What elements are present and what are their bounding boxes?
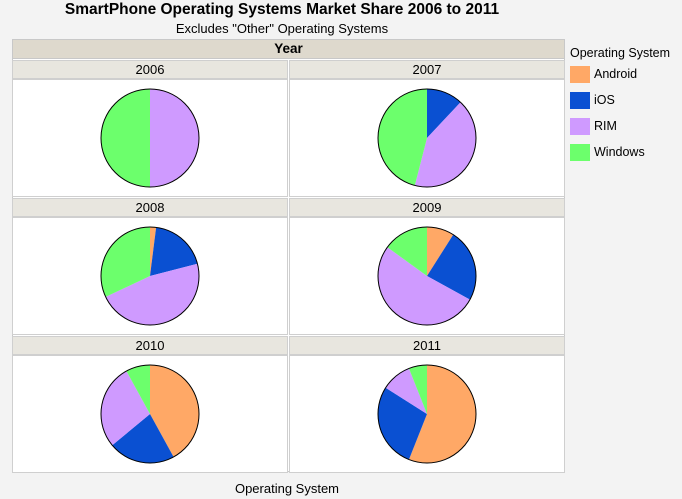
chart-subtitle: Excludes "Other" Operating Systems [175, 21, 389, 36]
facet-header: Year [12, 39, 565, 59]
pie-outline-2010 [100, 364, 200, 464]
pie-slice-2010-windows [126, 365, 150, 414]
pie-slice-2011-android [408, 365, 476, 463]
pie-slice-2008-ios [150, 227, 198, 276]
panel-label-2009: 2009 [289, 198, 565, 217]
pie-slice-2009-android [427, 227, 454, 276]
pie-chart-2009 [377, 226, 477, 326]
pie-slice-2011-ios [377, 387, 427, 460]
panel-label-2007: 2007 [289, 60, 565, 79]
legend-label-android: Android [594, 67, 638, 81]
panel-2010 [12, 355, 288, 473]
legend-item-ios: iOS [570, 92, 682, 114]
pie-slice-2011-windows [408, 365, 427, 414]
legend-label-ios: iOS [594, 93, 615, 107]
panel-2009 [289, 217, 565, 335]
chart-title: SmartPhone Operating Systems Market Shar… [64, 1, 500, 18]
pie-chart-2006 [100, 88, 200, 188]
panel-2007 [289, 79, 565, 197]
pie-chart-2011 [377, 364, 477, 464]
panel-label-2010: 2010 [12, 336, 288, 355]
pie-slice-2007-rim [414, 102, 476, 187]
panel-2008 [12, 217, 288, 335]
pie-slice-2010-android [150, 365, 200, 457]
legend-label-windows: Windows [594, 145, 645, 159]
pie-slice-2009-ios [427, 234, 477, 300]
pie-slice-2006-rim [150, 89, 199, 187]
panel-2006 [12, 79, 288, 197]
panel-label-2006: 2006 [12, 60, 288, 79]
pie-slice-2010-ios [112, 414, 174, 464]
pie-chart-2007 [377, 88, 477, 188]
pie-slice-2006-windows [101, 89, 150, 187]
pie-chart-2008 [100, 226, 200, 326]
panel-label-2011: 2011 [289, 336, 565, 355]
panel-2011 [289, 355, 565, 473]
legend-swatch-ios [570, 92, 590, 109]
x-axis-label: Operating System [234, 481, 340, 496]
pie-slice-2009-windows [387, 227, 427, 276]
panel-label-2008: 2008 [12, 198, 288, 217]
pie-slice-2007-windows [377, 89, 427, 186]
legend-swatch-windows [570, 144, 590, 161]
legend-item-android: Android [570, 66, 682, 88]
legend-swatch-rim [570, 118, 590, 135]
pie-slice-2009-rim [378, 247, 470, 325]
legend-label-rim: RIM [594, 119, 617, 133]
pie-outline-2007 [377, 88, 477, 188]
pie-outline-2008 [100, 226, 200, 326]
pie-slice-2008-android [150, 227, 157, 276]
pie-outline-2006 [100, 88, 200, 188]
legend-item-rim: RIM [570, 118, 682, 140]
pie-slice-2008-rim [105, 263, 200, 326]
pie-slice-2011-rim [385, 368, 427, 414]
legend-swatch-android [570, 66, 590, 83]
pie-slice-2007-ios [427, 89, 461, 138]
legend-title: Operating System [570, 46, 671, 60]
pie-chart-2010 [100, 364, 200, 464]
pie-slice-2010-rim [100, 371, 150, 446]
pie-slice-2008-windows [100, 227, 150, 297]
legend-item-windows: Windows [570, 144, 682, 166]
pie-outline-2009 [377, 226, 477, 326]
pie-outline-2011 [377, 364, 477, 464]
legend: Operating System Android iOS RIM Windows [570, 44, 682, 166]
